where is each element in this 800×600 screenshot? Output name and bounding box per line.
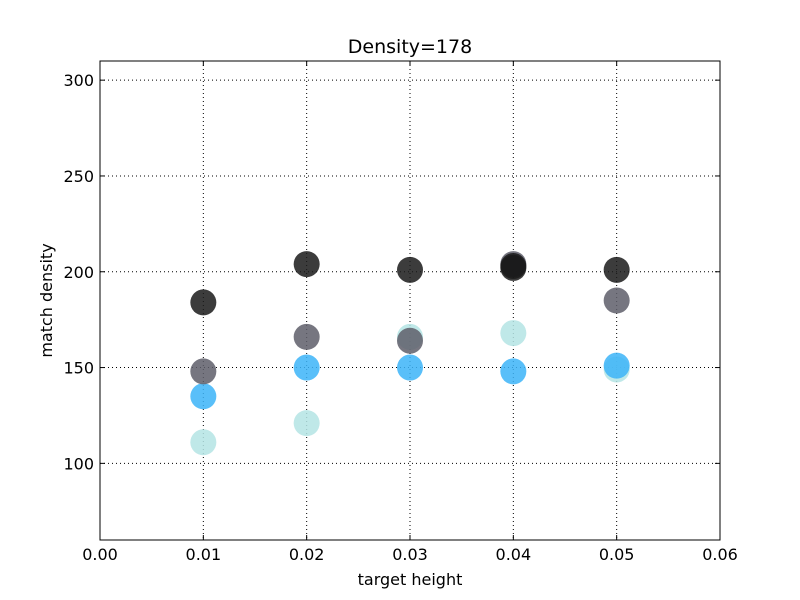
y-axis-label: match density	[37, 243, 56, 357]
x-tick-label: 0.00	[82, 545, 118, 564]
scatter-point	[603, 287, 630, 314]
scatter-point	[190, 358, 217, 385]
scatter-point	[500, 254, 527, 281]
scatter-point	[190, 383, 217, 410]
x-axis-label: target height	[358, 570, 463, 589]
x-tick-label: 0.06	[702, 545, 738, 564]
scatter-point	[397, 327, 423, 354]
y-tick-label: 250	[63, 167, 94, 186]
y-tick-label: 150	[63, 359, 94, 378]
scatter-point	[190, 429, 217, 456]
scatter-point	[500, 320, 527, 347]
scatter-point	[500, 358, 527, 385]
data-points	[190, 251, 630, 456]
x-tick-label: 0.05	[599, 545, 635, 564]
scatter-point	[603, 352, 630, 379]
x-tick-label: 0.03	[392, 545, 428, 564]
scatter-point	[397, 256, 423, 283]
x-tick-label: 0.02	[289, 545, 325, 564]
scatter-point	[293, 410, 320, 437]
scatter-point	[190, 289, 217, 316]
chart-title: Density=178	[348, 36, 472, 58]
x-tick-label: 0.04	[496, 545, 532, 564]
scatter-point	[293, 354, 320, 381]
y-tick-label: 200	[63, 263, 94, 282]
scatter-point	[397, 354, 423, 381]
scatter-point	[293, 251, 320, 278]
y-tick-label: 100	[63, 454, 94, 473]
x-tick-label: 0.01	[186, 545, 222, 564]
scatter-point	[293, 323, 320, 350]
y-tick-label: 300	[63, 71, 94, 90]
axis-ticks: 0.00 0.01 0.02 0.03 0.04 0.05 0.06 100 150 200 250…	[63, 61, 738, 564]
scatter-point	[603, 256, 630, 283]
